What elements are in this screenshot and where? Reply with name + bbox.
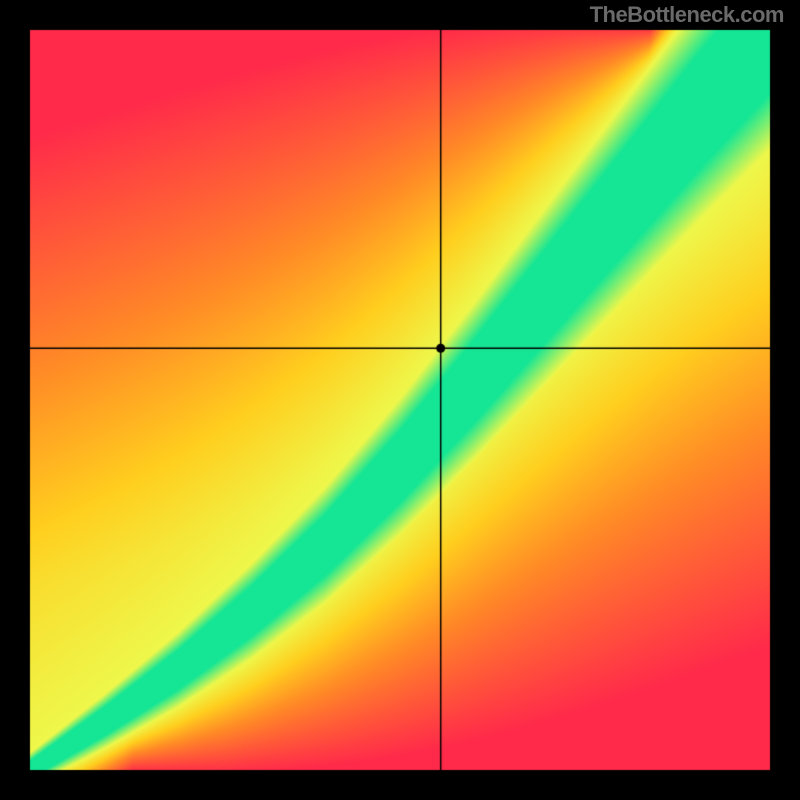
bottleneck-heatmap [0,0,800,800]
watermark-label: TheBottleneck.com [590,2,784,28]
chart-frame: TheBottleneck.com [0,0,800,800]
